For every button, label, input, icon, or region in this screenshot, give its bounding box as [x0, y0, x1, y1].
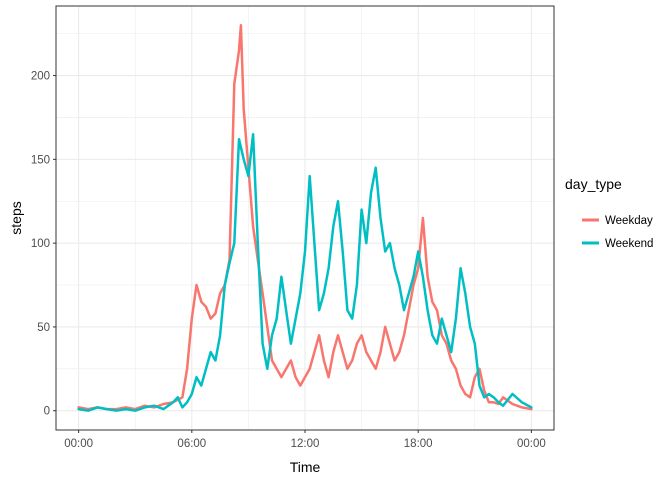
y-tick-label: 150	[31, 154, 50, 166]
series-layer	[77, 24, 533, 412]
y-axis-ticks: 0 50 100 150 200	[31, 71, 56, 418]
y-tick-label: 200	[31, 71, 50, 83]
x-tick-label: 18:00	[404, 438, 433, 450]
y-tick-label: 50	[37, 322, 50, 334]
x-tick-label: 06:00	[177, 438, 206, 450]
legend-label-weekday: Weekday	[605, 215, 653, 227]
y-tick-label: 0	[44, 406, 50, 418]
x-tick-label: 00:00	[517, 438, 546, 450]
x-axis-title: Time	[290, 459, 321, 475]
y-axis-title: steps	[8, 201, 24, 234]
x-tick-label: 12:00	[291, 438, 320, 450]
legend-label-weekend: Weekend	[605, 238, 653, 250]
series-line-weekday	[77, 24, 533, 411]
x-axis-ticks: 00:00 06:00 12:00 18:00 00:00	[64, 430, 546, 450]
series-line-weekend	[77, 132, 533, 412]
legend-keys: Weekday Weekend	[582, 215, 653, 250]
y-tick-label: 100	[31, 238, 50, 250]
x-tick-label: 00:00	[64, 438, 93, 450]
legend-title: day_type	[565, 176, 622, 192]
legend: day_type Weekday Weekend	[565, 176, 653, 250]
